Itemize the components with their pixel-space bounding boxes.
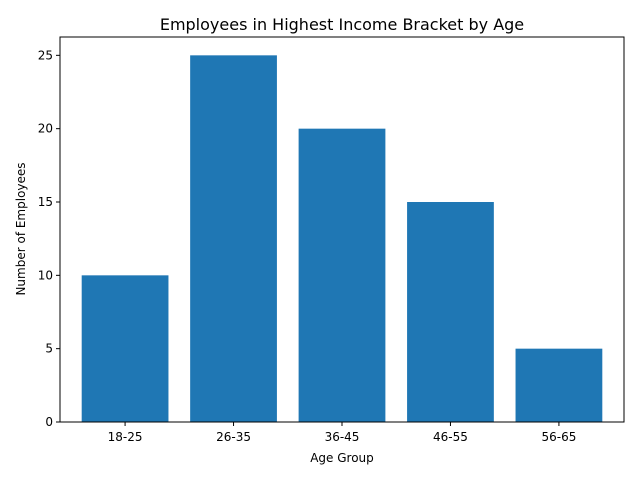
y-axis-label: Number of Employees	[14, 162, 28, 295]
bar-46-55	[407, 202, 494, 422]
y-tick-label: 25	[38, 48, 53, 62]
y-tick-label: 15	[38, 195, 53, 209]
x-tick-label: 46-55	[433, 430, 468, 444]
bar-56-65	[515, 348, 603, 422]
bars-group	[81, 55, 603, 422]
y-axis-ticks: 0 5 10 15 20 25	[38, 48, 60, 429]
bar-18-25	[81, 275, 169, 422]
plot-frame	[59, 36, 625, 423]
y-tick-label: 0	[45, 415, 53, 429]
x-tick-label: 56-65	[541, 430, 576, 444]
x-axis-label: Age Group	[310, 451, 374, 465]
x-tick-label: 26-35	[216, 430, 251, 444]
x-tick-label: 36-45	[325, 430, 360, 444]
y-tick-label: 10	[38, 268, 53, 282]
y-tick-label: 20	[38, 122, 53, 136]
x-tick-label: 18-25	[108, 430, 143, 444]
chart-title: Employees in Highest Income Bracket by A…	[160, 15, 524, 34]
y-tick-label: 5	[45, 342, 53, 356]
x-axis-ticks: 18-25 26-35 36-45 46-55 56-65	[108, 422, 576, 444]
bar-26-35	[190, 55, 277, 422]
bar-36-45	[298, 128, 386, 422]
